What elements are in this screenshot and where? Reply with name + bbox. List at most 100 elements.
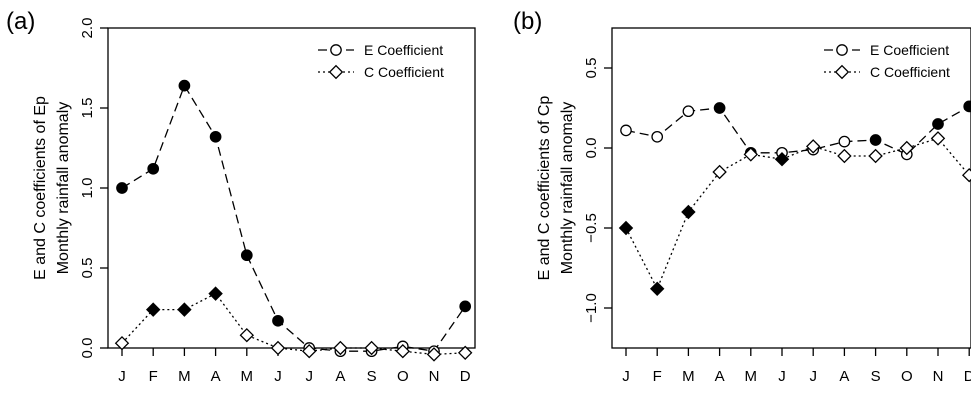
y-tick-label: −1.0 [583,293,600,323]
data-point [869,134,882,146]
data-point [805,139,821,154]
y-tick-label: 0.0 [583,138,600,159]
data-point [178,79,191,92]
series-c-coefficient [618,131,971,297]
data-point [239,327,255,343]
data-point [177,302,192,317]
data-point [270,340,286,356]
panel-label: (b) [513,8,542,35]
x-tick-label: J [622,368,630,385]
y-tick-label: 0.5 [583,58,600,79]
x-tick-label: O [397,368,409,385]
data-point [395,343,411,359]
panel-b: (b) E and C coefficients of Cp Monthly rai… [513,8,971,385]
data-point [209,130,222,143]
data-point [649,281,665,297]
data-point [868,148,883,164]
panel-label: (a) [6,8,35,35]
x-tick-label: F [149,368,158,385]
legend-marker [834,64,850,80]
data-point [301,343,317,359]
data-point [713,102,726,114]
y-axis-label: Monthly rainfall anomaly [55,102,72,275]
y-tick-label: 1.5 [79,98,96,119]
legend-entry: C Coefficient [870,64,950,80]
series-e-coefficient [116,79,472,358]
x-tick-label: M [682,368,695,385]
x-tick-label: A [211,368,221,385]
data-point [618,220,634,236]
y-axis-label: Monthly rainfall anomaly [559,102,576,275]
series-c-coefficient [114,286,473,362]
data-point [459,300,472,313]
data-point [963,100,971,113]
data-point [116,182,128,194]
data-point [240,249,253,262]
legend-marker [328,64,344,80]
x-tick-label: S [871,368,881,385]
data-point [838,135,851,148]
y-tick-label: 1.0 [79,178,96,199]
x-tick-label: A [715,368,725,385]
data-point [930,131,946,146]
x-tick-label: M [745,368,758,385]
y-tick-label: 0.5 [79,258,96,279]
data-point [333,340,348,356]
legend-entry: E Coefficient [870,42,949,58]
legend-marker [330,44,342,56]
x-tick-label: N [429,368,440,385]
x-tick-label: F [653,368,662,385]
x-tick-label: O [901,368,913,385]
x-tick-label: M [178,368,191,385]
data-point [620,124,632,137]
x-tick-label: A [335,368,345,385]
x-tick-label: S [367,368,377,385]
data-point [114,335,130,351]
legend: E Coefficient C Coefficient [318,42,444,80]
data-point [682,105,695,118]
series-line [625,137,970,291]
x-tick-label: J [118,368,126,385]
data-point [712,164,727,180]
data-point [272,314,284,327]
x-tick-label: D [460,368,471,385]
legend-entry: C Coefficient [364,64,444,80]
data-point [426,347,442,362]
legend-entry: E Coefficient [364,42,443,58]
x-tick-label: D [964,368,971,385]
x-tick-label: A [839,368,849,385]
data-point [147,162,160,175]
y-tick-label: 0.0 [79,338,96,359]
y-tick-label: −0.5 [583,213,600,243]
series-line [121,292,466,356]
y-axis-label: E and C coefficients of Ep [32,96,49,280]
data-point [899,140,915,156]
x-tick-label: N [933,368,944,385]
data-point [364,340,379,356]
legend: E Coefficient C Coefficient [824,42,950,80]
data-point [932,118,944,130]
data-point [681,204,696,220]
series-line [625,105,970,156]
plot-frame [611,27,971,349]
data-point [651,130,664,143]
x-tick-label: J [274,368,282,385]
series-e-coefficient [620,100,971,161]
x-tick-label: J [809,368,817,385]
y-axis-label: E and C coefficients of Cp [536,96,553,281]
data-point [961,167,971,183]
data-point [145,302,161,317]
panel-a: (a) E and C coefficients of Ep Monthly rai… [6,8,476,385]
data-point [208,286,223,301]
x-tick-label: J [305,368,313,385]
x-tick-label: J [778,368,786,385]
x-tick-label: M [241,368,254,385]
data-point [837,148,852,164]
legend-marker [836,44,848,56]
y-tick-label: 2.0 [79,18,96,39]
series-line [121,84,466,352]
data-point [457,345,473,361]
data-point [774,151,790,167]
data-point [743,147,759,162]
